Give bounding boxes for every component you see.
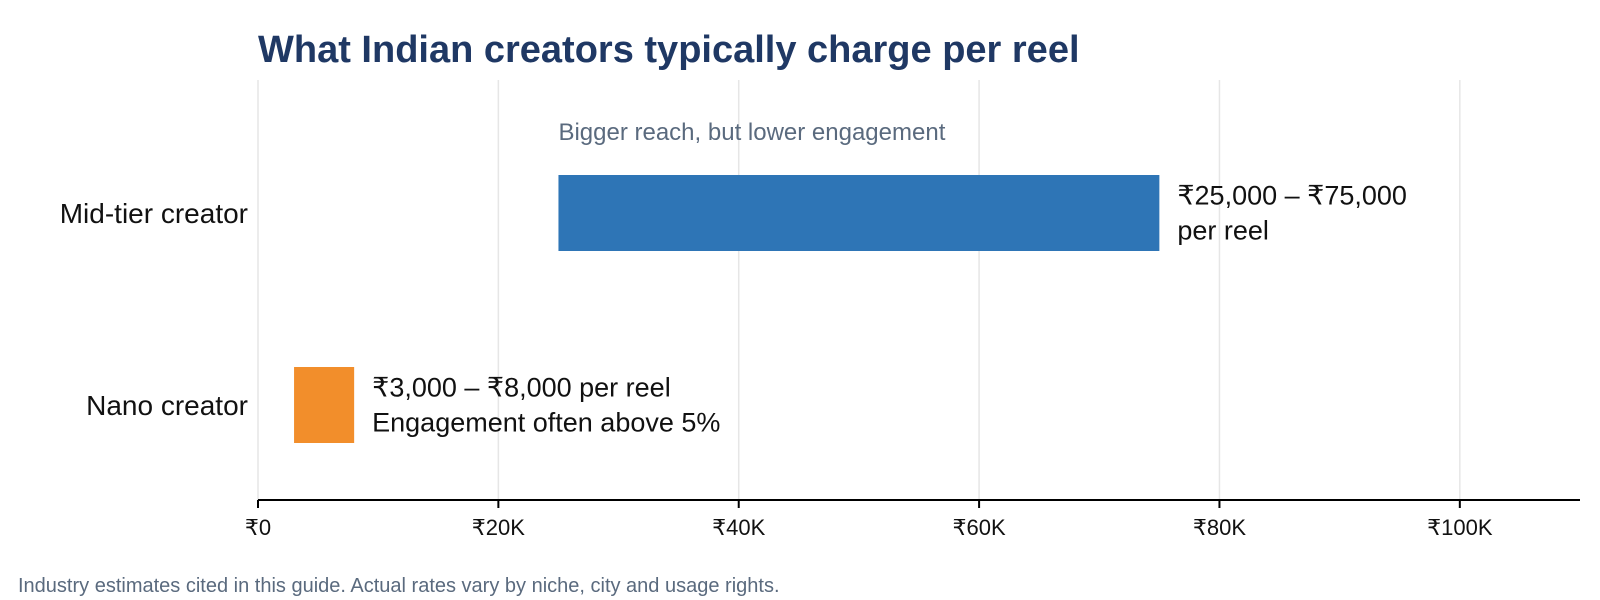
category-label: Nano creator bbox=[86, 390, 248, 421]
grid-lines bbox=[257, 80, 1461, 500]
data-label-line: Engagement often above 5% bbox=[372, 408, 720, 438]
data-labels: ₹25,000 – ₹75,000 per reel Bigger reach, b… bbox=[372, 119, 1407, 438]
bar-data-label: ₹25,000 – ₹75,000 per reel bbox=[1177, 181, 1407, 246]
x-tick-label: ₹60K bbox=[953, 515, 1006, 540]
range-bar bbox=[558, 175, 1160, 251]
data-label-line: ₹3,000 – ₹8,000 per reel bbox=[372, 373, 671, 403]
x-tick-label: ₹80K bbox=[1193, 515, 1246, 540]
x-tick-label: ₹100K bbox=[1427, 515, 1493, 540]
data-label-line: ₹25,000 – ₹75,000 bbox=[1177, 181, 1407, 211]
source-note: Industry estimates cited in this guide. … bbox=[18, 575, 780, 597]
x-axis: ₹0 ₹20K ₹40K ₹60K ₹80K ₹100K bbox=[245, 499, 1580, 540]
x-tick-label: ₹40K bbox=[712, 515, 765, 540]
data-label-line: per reel bbox=[1177, 216, 1269, 246]
range-bars bbox=[294, 175, 1160, 443]
range-bar bbox=[294, 367, 355, 443]
x-tick-label: ₹20K bbox=[472, 515, 525, 540]
bar-annotation: Bigger reach, but lower engagement bbox=[558, 119, 945, 146]
category-label: Mid-tier creator bbox=[60, 198, 248, 229]
category-labels: Mid-tier creator Nano creator bbox=[60, 198, 248, 421]
bar-data-label: ₹3,000 – ₹8,000 per reel Engagement often… bbox=[372, 373, 720, 438]
x-tick-label: ₹0 bbox=[245, 515, 271, 540]
chart-title: What Indian creators typically charge pe… bbox=[258, 29, 1080, 71]
